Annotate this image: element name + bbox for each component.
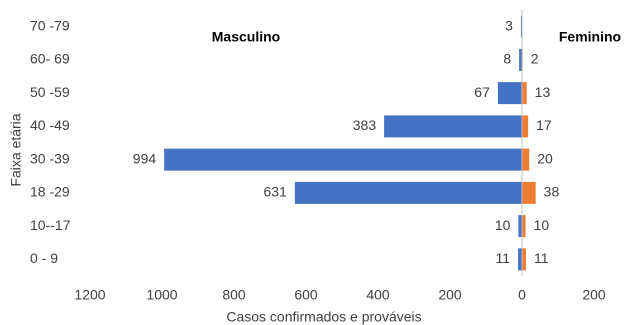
- y-tick-label: 18 -29: [30, 184, 70, 200]
- y-tick-label: 50 -59: [30, 84, 70, 100]
- bar: [497, 82, 522, 105]
- bar: [522, 115, 529, 138]
- bar: [518, 248, 522, 271]
- y-axis-title: Faixa etária: [8, 113, 24, 186]
- data-label: 38: [544, 184, 560, 200]
- data-label: 13: [535, 84, 551, 100]
- x-tick-label: 600: [294, 287, 318, 303]
- bar: [522, 82, 527, 105]
- annotation: Feminino: [559, 29, 621, 45]
- bar: [522, 215, 526, 238]
- x-axis-title: Casos confirmados e prováveis: [226, 309, 421, 325]
- bar: [519, 48, 522, 71]
- data-label: 8: [503, 51, 511, 67]
- bar: [164, 148, 522, 171]
- x-tick-label: 1200: [74, 287, 105, 303]
- x-tick-label: 200: [438, 287, 462, 303]
- data-label: 10: [495, 217, 511, 233]
- data-label: 20: [537, 150, 553, 166]
- bar: [384, 115, 522, 138]
- x-tick-label: 400: [366, 287, 390, 303]
- annotation: Masculino: [212, 29, 280, 45]
- bar: [518, 215, 522, 238]
- bar: [522, 181, 536, 204]
- bar: [522, 148, 530, 171]
- y-tick-label: 0 - 9: [30, 250, 58, 266]
- data-label: 17: [536, 117, 552, 133]
- bar: [294, 181, 522, 204]
- data-label: 383: [353, 117, 377, 133]
- x-tick-label: 1000: [146, 287, 177, 303]
- x-tick-label: 200: [582, 287, 606, 303]
- y-tick-label: 60- 69: [30, 51, 70, 67]
- data-label: 2: [531, 51, 539, 67]
- data-label: 994: [133, 150, 157, 166]
- y-tick-label: 10--17: [30, 217, 71, 233]
- y-tick-label: 30 -39: [30, 150, 70, 166]
- bar: [520, 15, 522, 38]
- bar: [522, 248, 526, 271]
- data-label: 67: [474, 84, 490, 100]
- x-tick-label: 0: [518, 287, 526, 303]
- data-label: 11: [495, 250, 510, 266]
- y-tick-label: 40 -49: [30, 117, 70, 133]
- data-label: 631: [263, 184, 287, 200]
- data-label: 11: [534, 250, 549, 266]
- data-label: 10: [534, 217, 550, 233]
- data-label: 3: [505, 17, 513, 33]
- y-tick-label: 70 -79: [30, 17, 70, 33]
- x-tick-label: 800: [222, 287, 246, 303]
